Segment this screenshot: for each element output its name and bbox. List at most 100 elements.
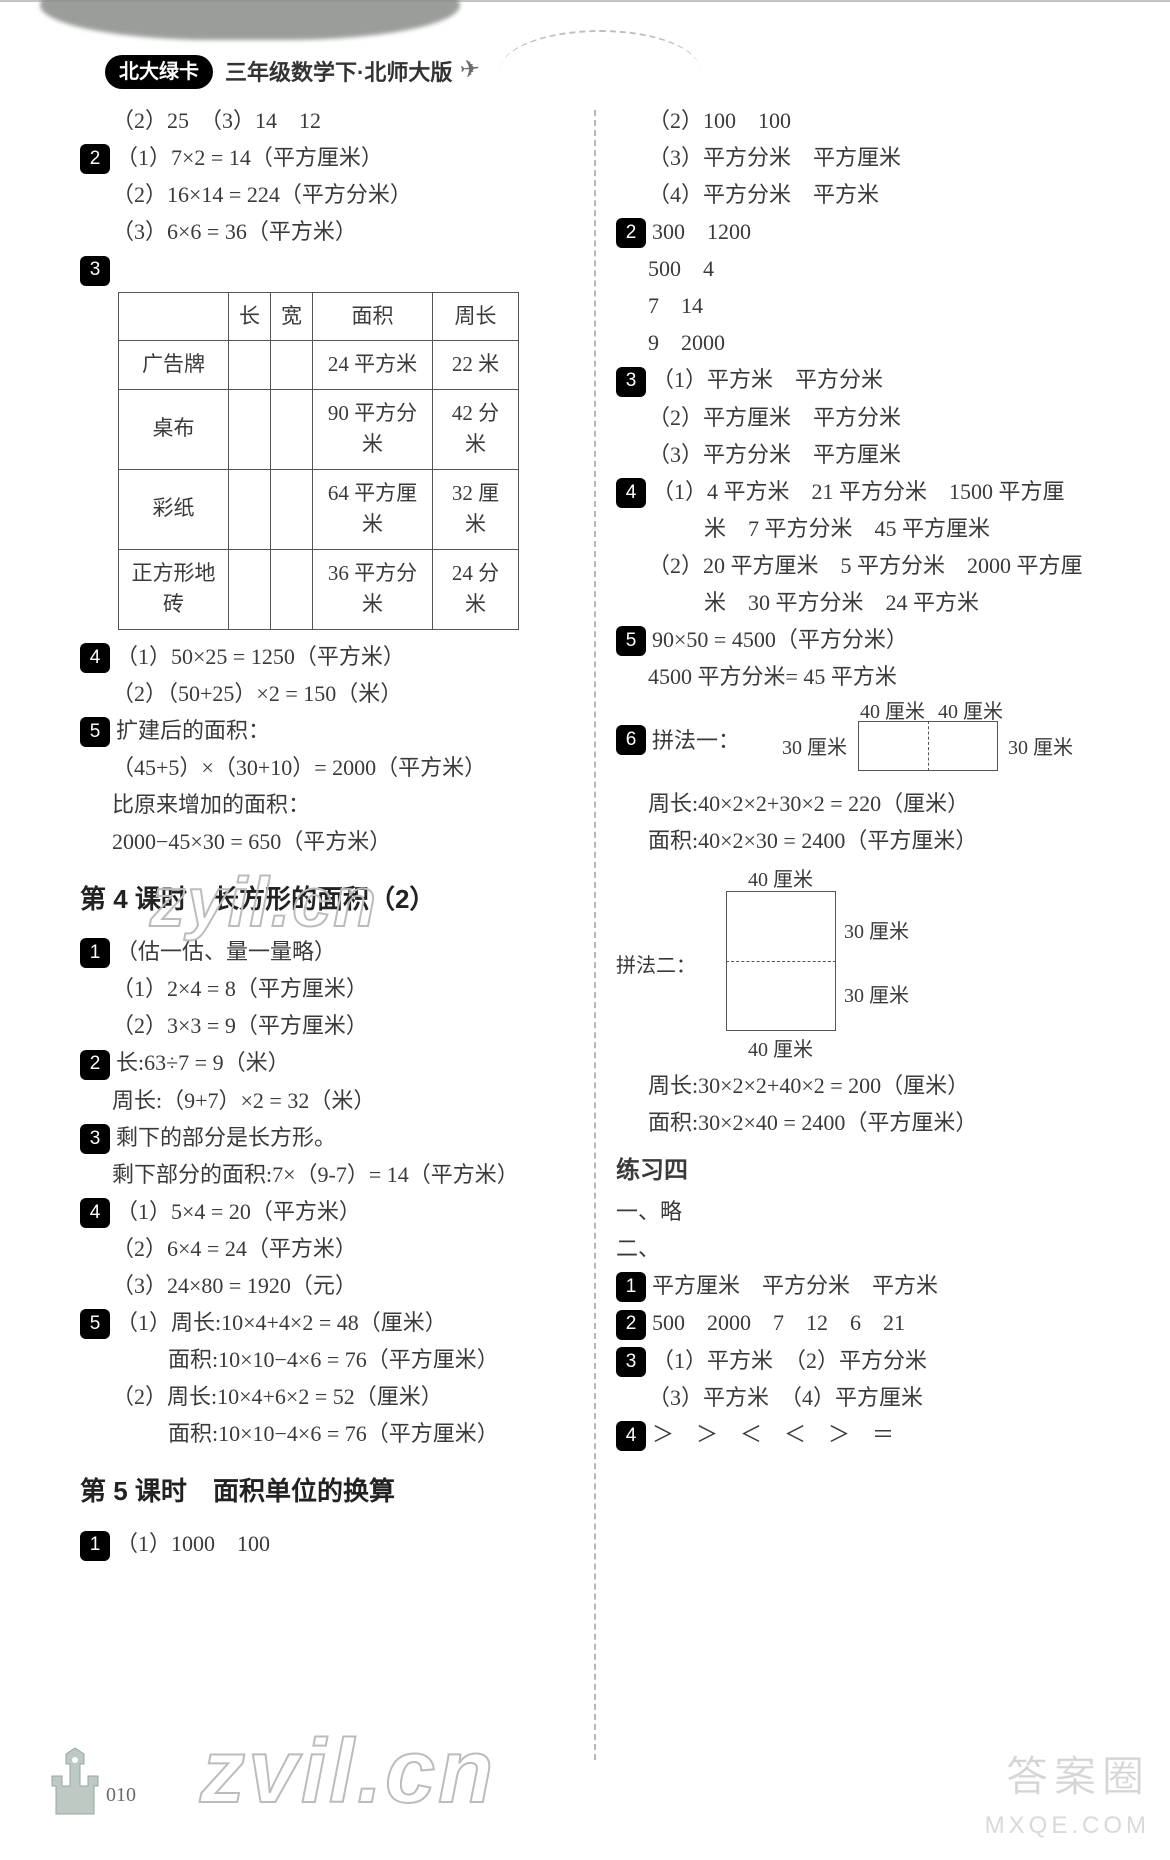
item-1: 1（估一估、量一量略）	[80, 935, 574, 968]
text-line: 面积:10×10−4×6 = 76（平方厘米）	[80, 1417, 574, 1450]
badge-3: 3	[616, 1347, 646, 1377]
text: （1）4 平方米 21 平方分米 1500 平方厘	[652, 479, 1065, 504]
td: 24 分米	[433, 549, 519, 629]
text-line: （2）6×4 = 24（平方米）	[80, 1232, 574, 1265]
text: （1）7×2 = 14（平方厘米）	[116, 145, 383, 170]
text-line: （2）周长:10×4+6×2 = 52（厘米）	[80, 1380, 574, 1413]
left-column: （2）25 （3）14 12 2（1）7×2 = 14（平方厘米） （2）16×…	[60, 100, 594, 1800]
item-2: 2500 2000 7 12 6 21	[616, 1306, 1110, 1339]
text-line: （3）平方分米 平方厘米	[616, 141, 1110, 174]
td: 正方形地砖	[119, 549, 229, 629]
td: 广告牌	[119, 341, 229, 390]
text-line: 500 4	[616, 252, 1110, 285]
td: 彩纸	[119, 469, 229, 549]
text: 平方厘米 平方分米 平方米	[652, 1273, 938, 1298]
text: 500 2000 7 12 6 21	[652, 1310, 905, 1335]
item-3: 3（1）平方米 （2）平方分米	[616, 1344, 1110, 1377]
badge-3: 3	[80, 1124, 110, 1154]
badge-5: 5	[616, 626, 646, 656]
text-line: 2000−45×30 = 650（平方米）	[80, 825, 574, 858]
text-line: 面积:40×2×30 = 2400（平方厘米）	[616, 824, 1110, 857]
text-line: 面积:10×10−4×6 = 76（平方厘米）	[80, 1343, 574, 1376]
text-line: （2）25 （3）14 12	[80, 104, 574, 137]
text: 300 1200	[652, 219, 751, 244]
sec-prefix: 第 4 课时	[80, 884, 187, 914]
text-line: 周长:30×2×2+40×2 = 200（厘米）	[616, 1069, 1110, 1102]
item-1: 1（1）1000 100	[80, 1527, 574, 1560]
text: 90×50 = 4500（平方分米）	[652, 627, 908, 652]
item-6: 6 拼法一： 40 厘米 40 厘米 30 厘米 30 厘米	[616, 697, 1110, 783]
td: 22 米	[433, 341, 519, 390]
item-2: 2长:63÷7 = 9（米）	[80, 1046, 574, 1079]
text-line: 7 14	[616, 289, 1110, 322]
diagram-2: 40 厘米 30 厘米 30 厘米 40 厘米 拼法二：	[686, 865, 946, 1065]
text-line: 一、略	[616, 1195, 1110, 1228]
badge-1: 1	[80, 1531, 110, 1561]
dim-label: 30 厘米	[782, 733, 847, 763]
td	[271, 341, 313, 390]
td: 90 平方分米	[313, 389, 433, 469]
table-row: 正方形地砖 36 平方分米 24 分米	[119, 549, 519, 629]
badge-1: 1	[80, 938, 110, 968]
dash-line	[726, 961, 836, 962]
text: （1）平方米 （2）平方分米	[652, 1348, 927, 1373]
sec-title: 长方形的面积（2）	[213, 884, 435, 914]
td	[229, 341, 271, 390]
badge-4: 4	[616, 478, 646, 508]
badge-4: 4	[616, 1421, 646, 1451]
text-line: 米 7 平方分米 45 平方厘米	[616, 512, 1110, 545]
page-number: 010	[106, 1780, 136, 1810]
td	[229, 389, 271, 469]
th: 长	[229, 292, 271, 341]
table-row: 广告牌 24 平方米 22 米	[119, 341, 519, 390]
badge-2: 2	[616, 1310, 646, 1340]
text: （1）5×4 = 20（平方米）	[116, 1199, 361, 1224]
header-title: 三年级数学下·北师大版	[225, 56, 452, 89]
dash-line	[928, 721, 929, 771]
item-3: 3	[80, 252, 574, 285]
text-line: （2）100 100	[616, 104, 1110, 137]
section-heading-5: 第 5 课时 面积单位的换算	[80, 1472, 574, 1511]
text-line: （45+5）×（30+10）= 2000（平方米）	[80, 751, 574, 784]
right-column: （2）100 100 （3）平方分米 平方厘米 （4）平方分米 平方米 2300…	[596, 100, 1130, 1800]
dim-label: 30 厘米	[1008, 733, 1073, 763]
badge-4: 4	[80, 643, 110, 673]
badge-1: 1	[616, 1272, 646, 1302]
text-line: （2）3×3 = 9（平方厘米）	[80, 1009, 574, 1042]
text: （1）50×25 = 1250（平方米）	[116, 644, 405, 669]
text-line: 面积:30×2×40 = 2400（平方厘米）	[616, 1106, 1110, 1139]
table-row: 彩纸 64 平方厘米 32 厘米	[119, 469, 519, 549]
plane-trail	[500, 30, 700, 70]
item-2: 2300 1200	[616, 215, 1110, 248]
text-line: （4）平方分米 平方米	[616, 178, 1110, 211]
td: 64 平方厘米	[313, 469, 433, 549]
dim-label: 30 厘米	[844, 981, 909, 1011]
th: 周长	[433, 292, 519, 341]
section-heading-4: 第 4 课时 长方形的面积（2）	[80, 880, 574, 919]
item-4: 4（1）5×4 = 20（平方米）	[80, 1195, 574, 1228]
item-5: 5（1）周长:10×4+4×2 = 48（厘米）	[80, 1306, 574, 1339]
text-line: （2）（50+25）×2 = 150（米）	[80, 677, 574, 710]
item-1: 1平方厘米 平方分米 平方米	[616, 1269, 1110, 1302]
td: 42 分米	[433, 389, 519, 469]
text: 长:63÷7 = 9（米）	[116, 1050, 290, 1075]
td	[229, 549, 271, 629]
text-line: （3）24×80 = 1920（元）	[80, 1269, 574, 1302]
text-line: （3）平方米 （4）平方厘米	[616, 1381, 1110, 1414]
corner-watermark: 答案圈 MXQE.COM	[985, 1745, 1150, 1844]
badge-5: 5	[80, 717, 110, 747]
text-line: （3）平方分米 平方厘米	[616, 438, 1110, 471]
text-line: 周长:40×2×2+30×2 = 220（厘米）	[616, 787, 1110, 820]
badge-6: 6	[616, 725, 646, 755]
text-line: （2）20 平方厘米 5 平方分米 2000 平方厘	[616, 549, 1110, 582]
exercise-heading: 练习四	[616, 1153, 1110, 1189]
item-4: 4（1）4 平方米 21 平方分米 1500 平方厘	[616, 475, 1110, 508]
badge-2: 2	[80, 1050, 110, 1080]
text: （1）平方米 平方分米	[652, 367, 883, 392]
header-cloud	[40, 0, 460, 40]
text-line: 米 30 平方分米 24 平方米	[616, 586, 1110, 619]
badge-4: 4	[80, 1198, 110, 1228]
item-4: 4（1）50×25 = 1250（平方米）	[80, 640, 574, 673]
text-line: 比原来增加的面积：	[80, 788, 574, 821]
text: （1）1000 100	[116, 1531, 270, 1556]
